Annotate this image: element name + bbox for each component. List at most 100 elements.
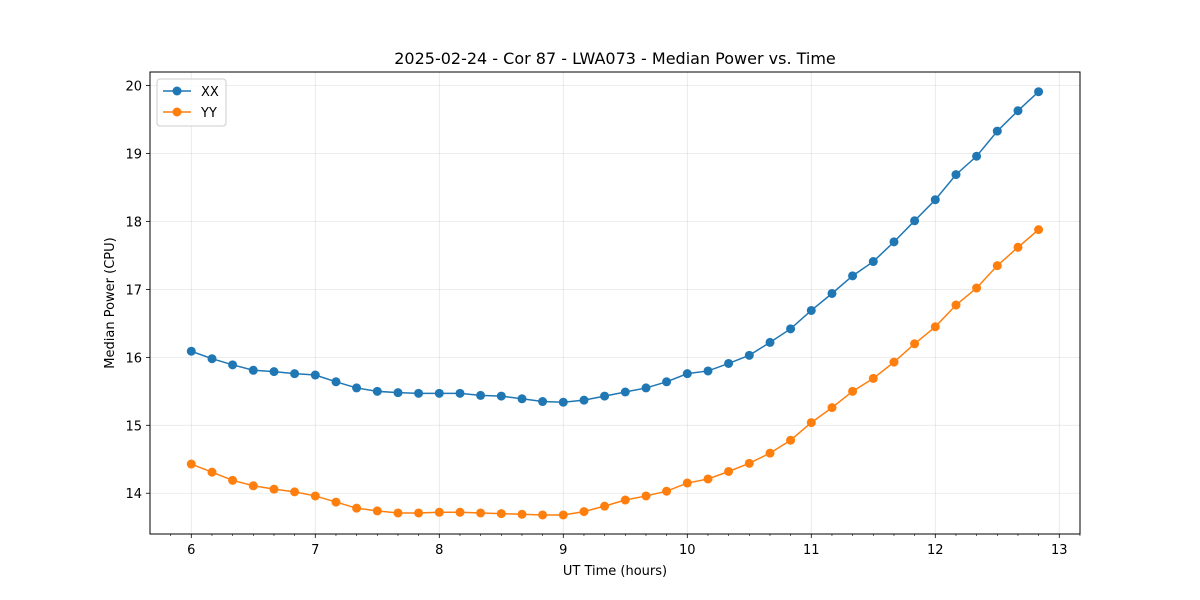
data-point-xx — [290, 369, 300, 379]
legend-marker-yy — [172, 107, 182, 117]
data-point-yy — [930, 322, 940, 332]
data-point-yy — [476, 508, 486, 518]
data-point-xx — [310, 370, 320, 380]
data-point-yy — [393, 508, 403, 518]
data-point-yy — [352, 503, 362, 513]
data-point-xx — [331, 377, 341, 387]
data-point-yy — [827, 403, 837, 413]
data-point-yy — [972, 283, 982, 293]
data-point-xx — [930, 195, 940, 205]
data-point-xx — [868, 257, 878, 267]
data-point-yy — [724, 466, 734, 476]
data-point-xx — [558, 397, 568, 407]
data-point-yy — [620, 495, 630, 505]
data-point-yy — [207, 467, 217, 477]
data-point-xx — [806, 305, 816, 315]
data-point-yy — [579, 507, 589, 517]
data-point-xx — [600, 391, 610, 401]
legend-label-xx: XX — [201, 85, 219, 100]
data-point-xx — [228, 360, 238, 370]
data-point-xx — [414, 388, 424, 398]
x-tick-label: 10 — [679, 543, 696, 558]
data-point-yy — [641, 491, 651, 501]
axis-ticks: 6 7 8 9 10 11 12 13 14 15 16 17 18 19 20 — [125, 80, 1081, 558]
x-tick-label: 12 — [927, 543, 944, 558]
data-point-yy — [786, 435, 796, 445]
data-point-yy — [703, 474, 713, 484]
data-point-xx — [641, 383, 651, 393]
data-point-xx — [434, 388, 444, 398]
data-point-xx — [248, 365, 258, 375]
data-point-xx — [682, 369, 692, 379]
data-point-xx — [476, 390, 486, 400]
data-point-xx — [972, 151, 982, 161]
chart-title: 2025-02-24 - Cor 87 - LWA073 - Median Po… — [394, 49, 836, 68]
x-tick-label: 11 — [803, 543, 820, 558]
data-point-xx — [744, 350, 754, 360]
data-point-xx — [620, 387, 630, 397]
legend-marker-xx — [172, 86, 182, 96]
x-tick-label: 7 — [311, 543, 319, 558]
data-point-yy — [1013, 242, 1023, 252]
data-point-xx — [393, 388, 403, 398]
y-tick-label: 16 — [125, 351, 142, 366]
y-tick-label: 18 — [125, 215, 142, 230]
data-point-xx — [992, 126, 1002, 136]
data-point-xx — [352, 383, 362, 393]
data-point-yy — [992, 261, 1002, 271]
data-point-yy — [290, 487, 300, 497]
data-point-yy — [765, 448, 775, 458]
data-point-yy — [434, 507, 444, 517]
x-tick-label: 9 — [559, 543, 567, 558]
x-tick-label: 13 — [1051, 543, 1068, 558]
data-point-xx — [538, 397, 548, 407]
x-axis-label: UT Time (hours) — [563, 564, 667, 579]
data-point-xx — [827, 288, 837, 298]
y-tick-label: 15 — [125, 419, 142, 434]
data-point-xx — [910, 216, 920, 226]
data-point-yy — [682, 478, 692, 488]
data-point-yy — [910, 339, 920, 349]
data-point-yy — [600, 501, 610, 511]
data-point-yy — [1034, 225, 1044, 235]
data-point-yy — [310, 491, 320, 501]
data-point-xx — [786, 324, 796, 334]
data-point-xx — [1013, 106, 1023, 116]
data-point-xx — [889, 237, 899, 247]
data-point-yy — [186, 459, 196, 469]
data-point-yy — [868, 373, 878, 383]
data-point-xx — [662, 377, 672, 387]
data-point-yy — [331, 497, 341, 507]
data-point-yy — [414, 508, 424, 518]
data-point-xx — [724, 358, 734, 368]
data-point-yy — [228, 475, 238, 485]
x-tick-label: 6 — [187, 543, 195, 558]
data-point-xx — [579, 395, 589, 405]
data-point-yy — [248, 481, 258, 491]
data-point-xx — [765, 337, 775, 347]
y-tick-label: 17 — [125, 283, 142, 298]
data-point-yy — [517, 509, 527, 519]
data-point-xx — [269, 367, 279, 377]
data-point-yy — [889, 357, 899, 367]
data-point-yy — [269, 484, 279, 494]
series-xx — [186, 87, 1044, 407]
plot-area-frame — [149, 71, 1081, 535]
series-yy — [186, 225, 1044, 520]
data-point-xx — [517, 394, 527, 404]
x-tick-label: 8 — [435, 543, 443, 558]
data-point-yy — [662, 486, 672, 496]
y-axis-label: Median Power (CPU) — [103, 237, 118, 368]
data-point-yy — [558, 510, 568, 520]
data-point-yy — [372, 506, 382, 516]
data-point-xx — [207, 354, 217, 364]
y-tick-label: 14 — [125, 487, 142, 502]
data-point-yy — [538, 510, 548, 520]
data-point-yy — [455, 507, 465, 517]
legend: XX YY — [156, 78, 227, 127]
data-point-xx — [372, 386, 382, 396]
legend-label-yy: YY — [200, 106, 217, 121]
data-point-yy — [744, 458, 754, 468]
data-point-yy — [951, 300, 961, 310]
